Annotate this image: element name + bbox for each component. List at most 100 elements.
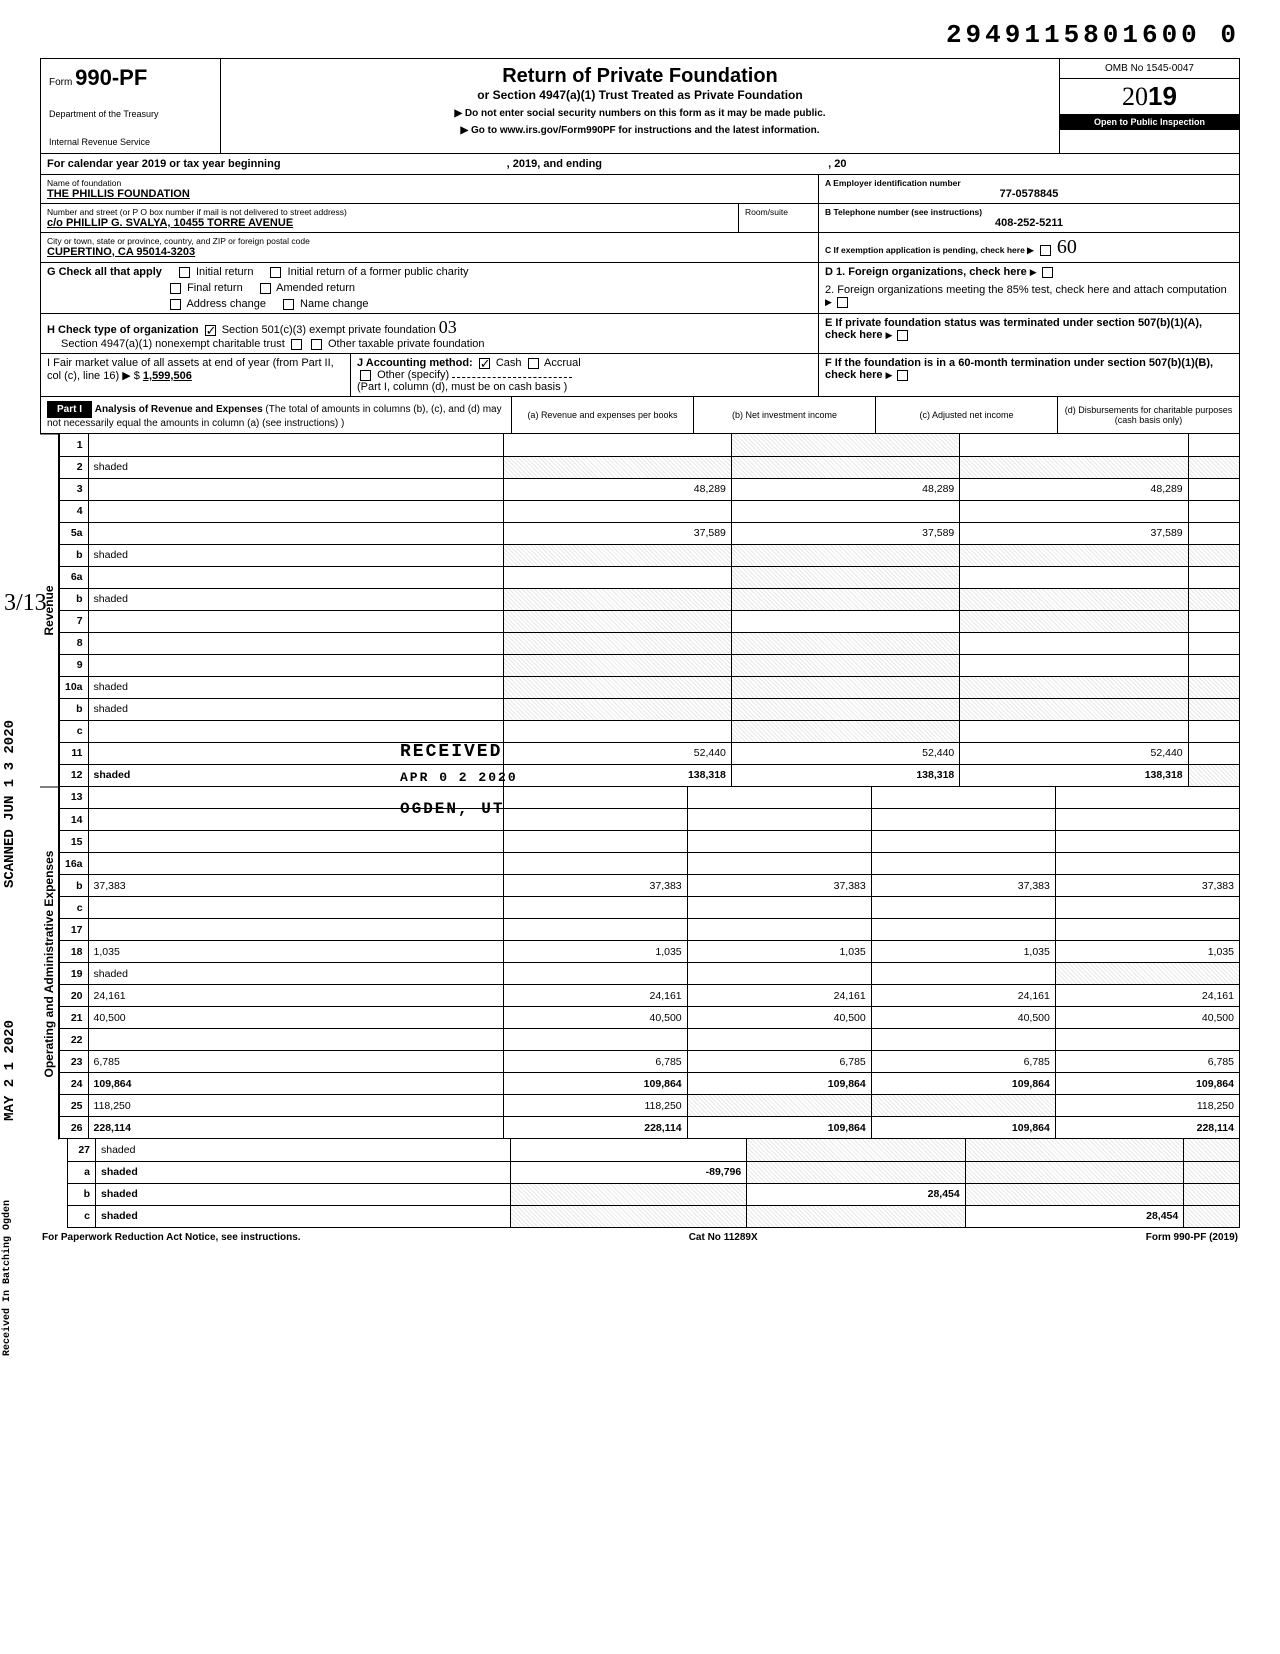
part1-header: Part I Analysis of Revenue and Expenses … [40, 397, 1240, 434]
g-amended-checkbox[interactable] [260, 283, 271, 294]
address-phone-row: Number and street (or P O box number if … [40, 204, 1240, 233]
amount-cell [1188, 566, 1239, 588]
line-number: c [60, 897, 89, 919]
d1-checkbox[interactable] [1042, 267, 1053, 278]
amount-cell: 228,114 [1055, 1117, 1239, 1139]
document-control-number: 2949115801600 0 [40, 20, 1240, 50]
line-number: 13 [60, 787, 89, 809]
amount-cell [960, 456, 1188, 478]
amount-cell: 28,454 [965, 1205, 1184, 1227]
g-address-checkbox[interactable] [170, 299, 181, 310]
g-former-checkbox[interactable] [270, 267, 281, 278]
amount-cell: 6,785 [1055, 1051, 1239, 1073]
line-number: 5a [60, 522, 89, 544]
amount-cell [871, 853, 1055, 875]
h-label: H Check type of organization [47, 324, 199, 336]
table-row: 8 [60, 632, 1240, 654]
amount-cell [687, 919, 871, 941]
amount-cell [960, 654, 1188, 676]
ogden-stamp: OGDEN, UT [400, 800, 504, 818]
table-row: 27shaded [68, 1139, 1240, 1161]
amount-cell [687, 897, 871, 919]
j-accrual-checkbox[interactable] [528, 358, 539, 369]
table-row: 4 [60, 500, 1240, 522]
amount-cell [1055, 897, 1239, 919]
omb-number: OMB No 1545-0047 [1060, 59, 1239, 79]
amount-cell [1184, 1183, 1240, 1205]
amount-cell [1055, 919, 1239, 941]
j-cell: J Accounting method: Cash Accrual Other … [351, 354, 819, 396]
amount-cell [960, 610, 1188, 632]
table-row: 236,7856,7856,7856,7856,785 [60, 1051, 1240, 1073]
table-row: 25118,250118,250118,250 [60, 1095, 1240, 1117]
line-description: shaded [88, 588, 503, 610]
foundation-name: THE PHILLIS FOUNDATION [47, 188, 812, 200]
f-checkbox[interactable] [897, 370, 908, 381]
amount-cell [503, 434, 731, 456]
amount-cell [503, 698, 731, 720]
c-checkbox[interactable] [1040, 245, 1051, 256]
d2-label: 2. Foreign organizations meeting the 85%… [825, 284, 1227, 296]
calendar-year-row: For calendar year 2019 or tax year begin… [40, 154, 1240, 175]
amount-cell [731, 566, 959, 588]
amount-cell [1188, 742, 1239, 764]
table-row: c [60, 897, 1240, 919]
h-other: Other taxable private foundation [328, 338, 485, 350]
line-number: b [60, 698, 89, 720]
h-501c3-checkbox[interactable] [205, 325, 216, 336]
table-row: b37,38337,38337,38337,38337,383 [60, 875, 1240, 897]
amount-cell [960, 566, 1188, 588]
foundation-name-cell: Name of foundation THE PHILLIS FOUNDATIO… [41, 175, 819, 203]
amount-cell [871, 963, 1055, 985]
g-namechange-checkbox[interactable] [283, 299, 294, 310]
revenue-table: 12shaded348,28948,28948,28945a37,58937,5… [59, 434, 1240, 787]
table-row: 1 [60, 434, 1240, 456]
table-row: bshaded28,454 [68, 1183, 1240, 1205]
amount-cell [503, 654, 731, 676]
g-final-checkbox[interactable] [170, 283, 181, 294]
j-cash-checkbox[interactable] [479, 358, 490, 369]
d2-checkbox[interactable] [837, 297, 848, 308]
amount-cell [1188, 500, 1239, 522]
amount-cell [965, 1161, 1184, 1183]
g-initial-checkbox[interactable] [179, 267, 190, 278]
amount-cell: 40,500 [503, 1007, 687, 1029]
amount-cell [503, 500, 731, 522]
line-description: 109,864 [88, 1073, 503, 1095]
line-number: c [68, 1205, 96, 1227]
g-initial: Initial return [196, 266, 253, 278]
city-cell: City or town, state or province, country… [41, 233, 819, 262]
line-number: 24 [60, 1073, 89, 1095]
line-description: shaded [88, 963, 503, 985]
e-checkbox[interactable] [897, 330, 908, 341]
table-row: 15 [60, 831, 1240, 853]
amount-cell [1188, 588, 1239, 610]
j-accrual: Accrual [544, 357, 581, 369]
city-label: City or town, state or province, country… [47, 236, 812, 246]
amount-cell [871, 809, 1055, 831]
expenses-section: Operating and Administrative Expenses 13… [40, 787, 1240, 1140]
h-other-checkbox[interactable] [311, 339, 322, 350]
h-4947: Section 4947(a)(1) nonexempt charitable … [61, 338, 285, 350]
amount-cell [731, 698, 959, 720]
handwritten-60: 60 [1057, 236, 1077, 258]
j-other-checkbox[interactable] [360, 370, 371, 381]
amount-cell [687, 831, 871, 853]
h-4947-checkbox[interactable] [291, 339, 302, 350]
form-id-block: Form 990-PF Department of the Treasury I… [41, 59, 221, 153]
line-description: shaded [88, 456, 503, 478]
line-description [88, 478, 503, 500]
table-row: 24109,864109,864109,864109,864109,864 [60, 1073, 1240, 1095]
amount-cell [731, 720, 959, 742]
line-description [88, 522, 503, 544]
addr-value: c/o PHILLIP G. SVALYA, 10455 TORRE AVENU… [47, 217, 732, 229]
line-number: 10a [60, 676, 89, 698]
line-description: 40,500 [88, 1007, 503, 1029]
table-row: 12shaded138,318138,318138,318 [60, 764, 1240, 786]
line-number: 19 [60, 963, 89, 985]
amount-cell: 40,500 [687, 1007, 871, 1029]
g-namechange: Name change [300, 298, 369, 310]
amount-cell [747, 1205, 966, 1227]
amount-cell [871, 897, 1055, 919]
amount-cell [960, 588, 1188, 610]
